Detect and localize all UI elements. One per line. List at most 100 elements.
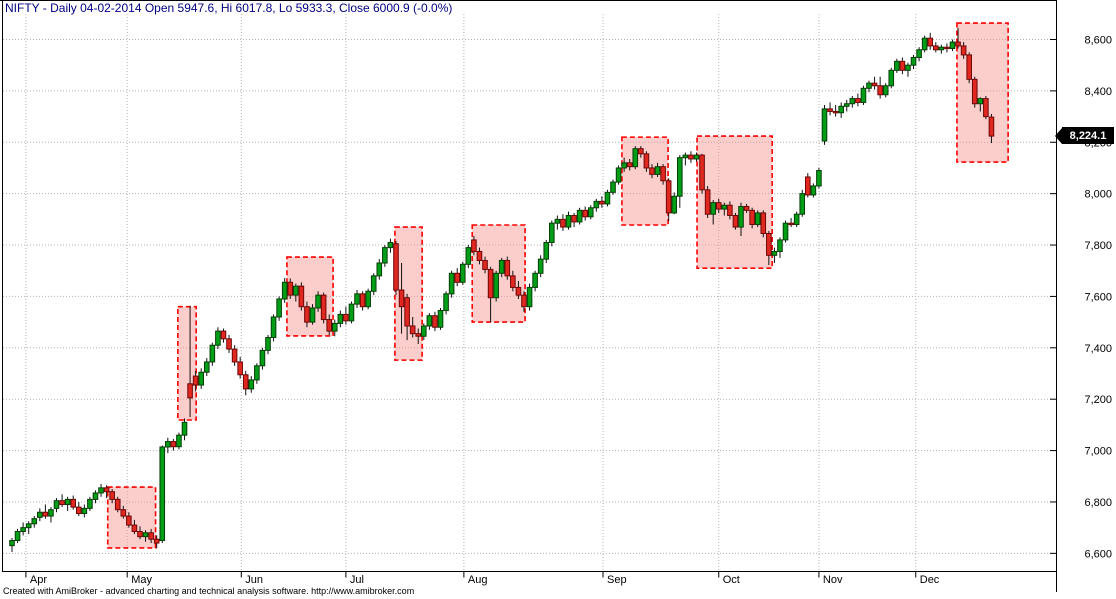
candle-down (955, 41, 961, 47)
last-price-value: 8,224.1 (1069, 129, 1107, 142)
candle-up (921, 37, 928, 51)
candle-up (710, 202, 716, 215)
candle-up (48, 509, 54, 517)
candle-down (582, 209, 588, 218)
candle-up (421, 325, 427, 337)
candle-up (331, 322, 338, 332)
candle-up (87, 498, 93, 509)
candle-up (348, 303, 355, 322)
candle-up (654, 166, 661, 175)
candle-down (359, 293, 366, 308)
x-axis-label: Oct (723, 574, 740, 586)
candle-down (170, 441, 177, 448)
candle-up (888, 69, 895, 87)
candle-up (281, 281, 288, 300)
candle-down (59, 500, 65, 506)
candle-down (343, 313, 349, 322)
candle-down (699, 154, 705, 191)
candle-up (777, 239, 783, 252)
candle-up (370, 275, 377, 292)
candle-down (521, 294, 527, 308)
candle-down (242, 374, 249, 390)
candle-down (804, 176, 811, 196)
x-axis-label: Aug (468, 574, 488, 586)
candle-up (682, 154, 689, 159)
candle-up (426, 315, 433, 327)
candle-up (176, 434, 182, 448)
candle-up (782, 222, 789, 241)
candle-up (265, 337, 271, 351)
candle-up (799, 193, 806, 215)
candle-down (877, 85, 883, 96)
candle-down (960, 45, 967, 56)
candle-down (187, 383, 193, 399)
candle-down (114, 498, 121, 511)
candle-down (304, 306, 310, 323)
candle-down (855, 98, 861, 103)
candle-down (515, 286, 522, 296)
candle-up (498, 259, 505, 274)
x-axis-label: Apr (30, 574, 47, 586)
candle-up (587, 207, 594, 218)
candle-up (565, 214, 572, 228)
candle-up (693, 154, 700, 160)
candle-down (649, 167, 655, 175)
candle-up (215, 330, 221, 346)
y-axis-label: 7,200 (1084, 394, 1112, 406)
candle-up (198, 371, 205, 386)
candle-down (148, 532, 154, 540)
candle-down (944, 46, 950, 50)
highlight-box[interactable] (696, 135, 773, 269)
candle-down (454, 272, 460, 283)
last-price-tag: 8,224.1 (1055, 127, 1114, 144)
candle-down (788, 222, 794, 226)
candle-down (743, 205, 750, 211)
candle-up (843, 103, 850, 107)
candle-up (615, 167, 622, 183)
candle-down (899, 60, 906, 71)
candle-down (665, 180, 672, 214)
candle-up (532, 272, 538, 288)
candle-down (727, 204, 733, 216)
candle-down (393, 243, 399, 291)
candle-up (459, 263, 466, 283)
candle-up (821, 108, 828, 142)
y-axis-label: 8,000 (1084, 189, 1112, 201)
candle-down (626, 162, 633, 168)
candle-up (604, 191, 611, 205)
candle-up (738, 205, 744, 228)
candle-up (537, 258, 544, 274)
candle-up (159, 446, 166, 541)
candle-down (320, 294, 327, 321)
y-axis-label: 6,600 (1084, 548, 1112, 560)
candle-up (25, 523, 32, 529)
highlight-box[interactable] (177, 305, 198, 421)
candle-up (203, 361, 210, 373)
candle-down (638, 148, 644, 155)
candle-up (894, 60, 900, 71)
candle-down (715, 202, 722, 210)
candle-down (220, 330, 227, 340)
candle-up (9, 539, 15, 547)
candle-up (593, 200, 600, 209)
candle-up (254, 365, 260, 381)
candle-down (70, 498, 77, 508)
candle-down (298, 285, 305, 308)
candle-up (977, 98, 984, 105)
candle-up (721, 204, 728, 210)
x-axis-label: Jun (245, 574, 263, 586)
candle-down (432, 315, 438, 328)
candle-up (671, 195, 678, 214)
candle-up (165, 441, 171, 448)
footer-credit: Created with AmiBroker - advanced charti… (3, 586, 415, 596)
candle-down (109, 491, 115, 500)
highlight-box[interactable] (956, 22, 1009, 163)
candle-up (365, 290, 371, 308)
candle-up (793, 213, 800, 225)
candle-up (916, 49, 922, 58)
candle-up (387, 241, 394, 249)
candle-down (599, 200, 605, 205)
candle-up (64, 498, 71, 506)
candle-down (103, 487, 110, 493)
